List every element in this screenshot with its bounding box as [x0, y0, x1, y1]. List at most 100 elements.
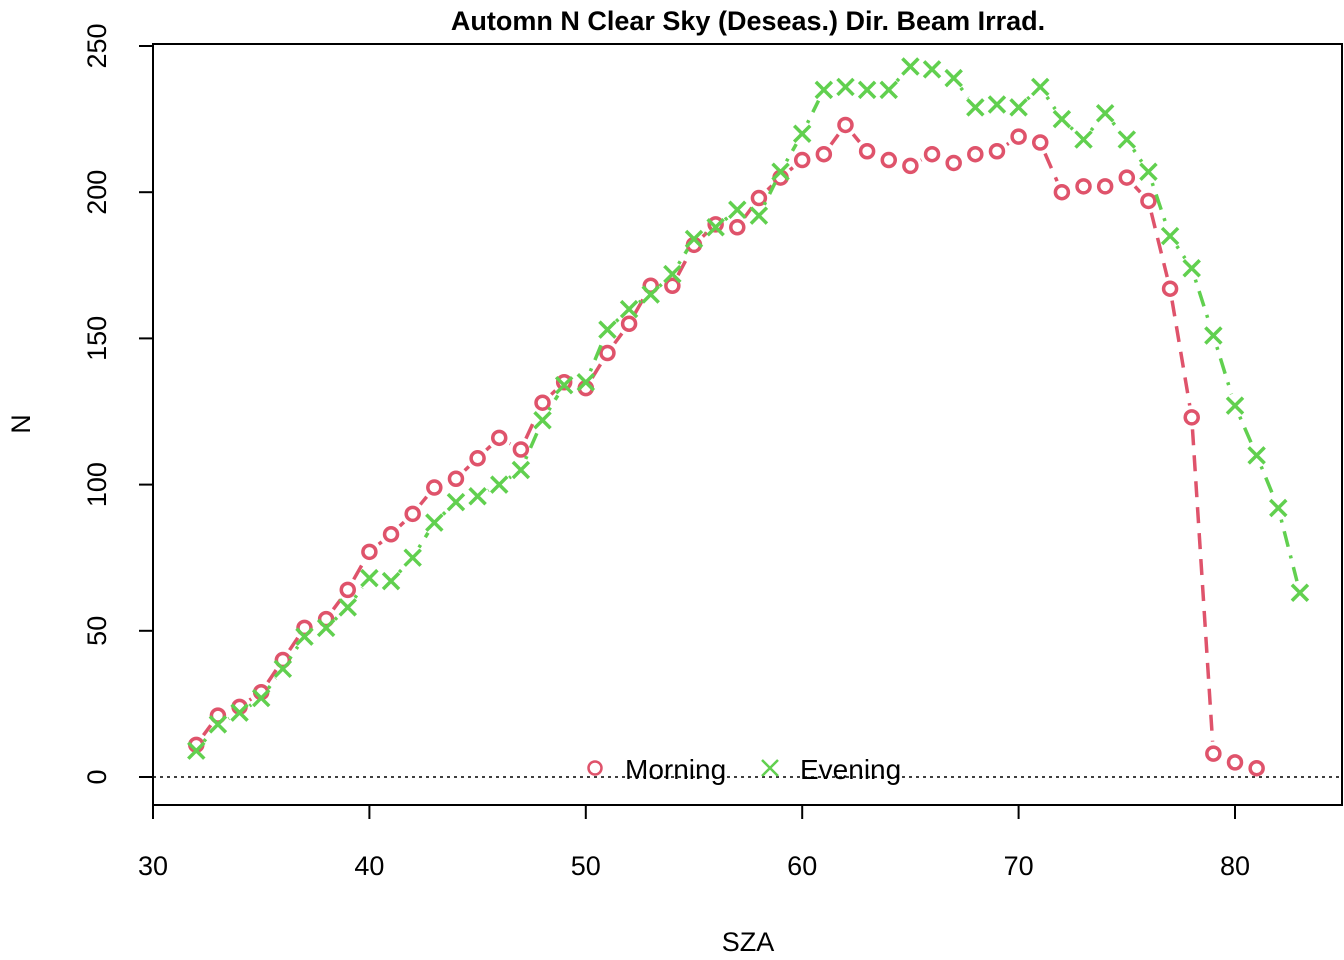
morning-point [1183, 409, 1200, 426]
morning-line-segment [766, 184, 774, 192]
morning-point [1010, 128, 1027, 145]
evening-point [468, 487, 487, 506]
evening-line-segment [723, 215, 730, 222]
morning-line-segment [377, 540, 383, 546]
morning-line-segment [352, 561, 365, 581]
evening-point [1095, 104, 1115, 123]
evening-line-segment [1132, 148, 1144, 163]
evening-line-segment [588, 340, 605, 372]
evening-point [1225, 396, 1245, 415]
evening-point [814, 80, 834, 100]
y-axis-label: N [6, 414, 36, 434]
evening-point [360, 568, 379, 588]
evening-line-segment [638, 299, 642, 304]
evening-point [1204, 326, 1223, 345]
morning-line-segment [248, 697, 253, 702]
evening-point [749, 206, 769, 225]
evening-line-segment [1175, 245, 1187, 260]
evening-line-segment [677, 248, 690, 265]
morning-point [339, 581, 357, 599]
evening-point [1117, 130, 1137, 149]
morning-line-segment [485, 444, 492, 452]
morning-point [967, 145, 984, 163]
morning-line-segment [1190, 429, 1215, 742]
evening-line-segment [1069, 126, 1077, 133]
morning-point [1118, 169, 1136, 186]
morning-point [1161, 280, 1179, 297]
morning-point [793, 151, 811, 169]
morning-point [815, 145, 833, 163]
evening-line-segment [1193, 279, 1212, 325]
evening-point [944, 68, 963, 88]
y-tick-label: 50 [82, 616, 112, 646]
morning-point [750, 189, 768, 207]
evening-point [295, 627, 314, 646]
morning-point [1248, 759, 1265, 777]
legend-morning-symbol [587, 760, 603, 776]
series-layer [187, 57, 1310, 777]
legend-evening-label: Evening [800, 754, 901, 785]
evening-line-segment [1045, 95, 1057, 111]
evening-point [511, 460, 531, 480]
morning-point [923, 145, 941, 163]
evening-point [533, 411, 552, 430]
evening-point [1182, 258, 1201, 278]
morning-line-segment [463, 465, 471, 472]
evening-line-segment [805, 99, 821, 124]
y-axis: 0 50 100 150 200 250 [82, 23, 154, 785]
morning-line-segment [788, 166, 794, 172]
morning-point [664, 277, 681, 295]
y-tick-label: 250 [82, 23, 112, 68]
y-tick-label: 150 [82, 316, 112, 361]
evening-point [706, 218, 725, 237]
morning-line-segment [1133, 185, 1142, 194]
x-tick-label: 80 [1220, 851, 1250, 881]
evening-point [771, 162, 790, 181]
evening-point [836, 77, 855, 97]
x-tick-label: 30 [138, 851, 168, 881]
evening-line-segment [784, 143, 798, 163]
evening-point [403, 548, 422, 567]
evening-line-segment [959, 86, 970, 99]
evening-line-segment [248, 703, 253, 708]
x-axis-label: SZA [722, 927, 775, 957]
evening-point [684, 229, 704, 249]
evening-line-segment [266, 677, 278, 690]
evening-point [987, 95, 1007, 114]
evening-point [1269, 498, 1288, 518]
evening-point [792, 124, 812, 143]
morning-point [469, 450, 486, 467]
evening-point [316, 618, 336, 638]
morning-point [382, 526, 400, 543]
y-tick-label: 100 [82, 462, 112, 507]
morning-line-segment [633, 295, 647, 315]
y-tick-label: 0 [82, 769, 112, 784]
morning-line-segment [1170, 300, 1192, 406]
series-evening [187, 57, 1310, 760]
x-tick-label: 60 [787, 851, 817, 881]
evening-point [619, 299, 639, 319]
evening-point [230, 703, 249, 722]
evening-line-segment [614, 316, 622, 323]
morning-point [837, 116, 854, 134]
morning-point [880, 151, 898, 169]
evening-point [901, 57, 920, 76]
morning-line-segment [1043, 152, 1059, 182]
evening-point [598, 320, 617, 339]
morning-line-segment [524, 412, 540, 440]
morning-line-segment [701, 231, 709, 238]
morning-point [729, 219, 746, 236]
evening-line-segment [1279, 519, 1299, 582]
evening-line-segment [524, 430, 540, 460]
morning-line-segment [550, 389, 557, 396]
morning-point [1140, 192, 1157, 210]
y-tick-label: 200 [82, 170, 112, 215]
morning-line-segment [288, 636, 300, 652]
evening-line-segment [417, 531, 430, 549]
evening-line-segment [1111, 121, 1121, 132]
morning-line-segment [398, 520, 406, 528]
evening-line-segment [658, 281, 665, 288]
morning-line-segment [676, 254, 690, 276]
morning-point [1053, 183, 1071, 201]
evening-line-segment [397, 565, 406, 574]
